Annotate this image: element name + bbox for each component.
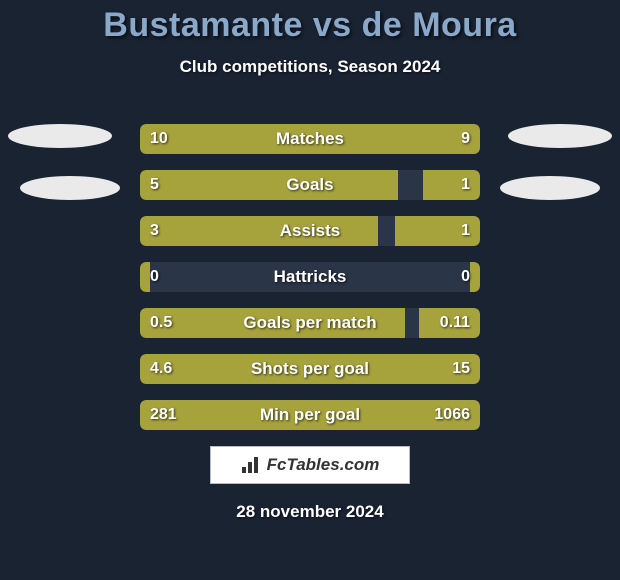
stat-bar-right — [419, 308, 480, 338]
stat-bar-left — [140, 216, 378, 246]
stat-label: Hattricks — [140, 262, 480, 292]
stat-row-matches: 109Matches — [140, 124, 480, 154]
stat-value-left: 0 — [150, 262, 159, 292]
stat-bar-right — [423, 170, 480, 200]
player-right-ellipse-1 — [500, 176, 600, 200]
stat-row-assists: 31Assists — [140, 216, 480, 246]
logo-text: FcTables.com — [267, 455, 380, 475]
bars-icon — [241, 456, 263, 474]
player-left-ellipse-1 — [20, 176, 120, 200]
stat-row-goals: 51Goals — [140, 170, 480, 200]
stat-bar-right — [470, 262, 480, 292]
stat-value-right: 0 — [461, 262, 470, 292]
stat-bar-left — [140, 124, 319, 154]
subtitle: Club competitions, Season 2024 — [0, 57, 620, 77]
stat-bar-right — [319, 124, 480, 154]
stat-bar-left — [140, 354, 220, 384]
stat-bar-right — [395, 216, 480, 246]
date-label: 28 november 2024 — [0, 502, 620, 522]
stat-row-shots-per-goal: 4.615Shots per goal — [140, 354, 480, 384]
comparison-bars: 109Matches 51Goals 31Assists 0 0Hattricks 0.5… — [140, 124, 480, 446]
stat-row-min-per-goal: 2811066Min per goal — [140, 400, 480, 430]
fctables-logo-link[interactable]: FcTables.com — [210, 446, 410, 484]
stat-bar-left — [140, 170, 398, 200]
stat-bar-left — [140, 308, 405, 338]
player-right-ellipse-0 — [508, 124, 612, 148]
stat-row-hattricks: 0 0Hattricks — [140, 262, 480, 292]
stat-bar-right — [211, 400, 480, 430]
page-title: Bustamante vs de Moura — [0, 0, 620, 45]
stat-bar-left — [140, 262, 150, 292]
stat-bar-right — [220, 354, 480, 384]
stat-bar-left — [140, 400, 211, 430]
player-left-ellipse-0 — [8, 124, 112, 148]
stat-row-goals-per-match: 0.50.11Goals per match — [140, 308, 480, 338]
